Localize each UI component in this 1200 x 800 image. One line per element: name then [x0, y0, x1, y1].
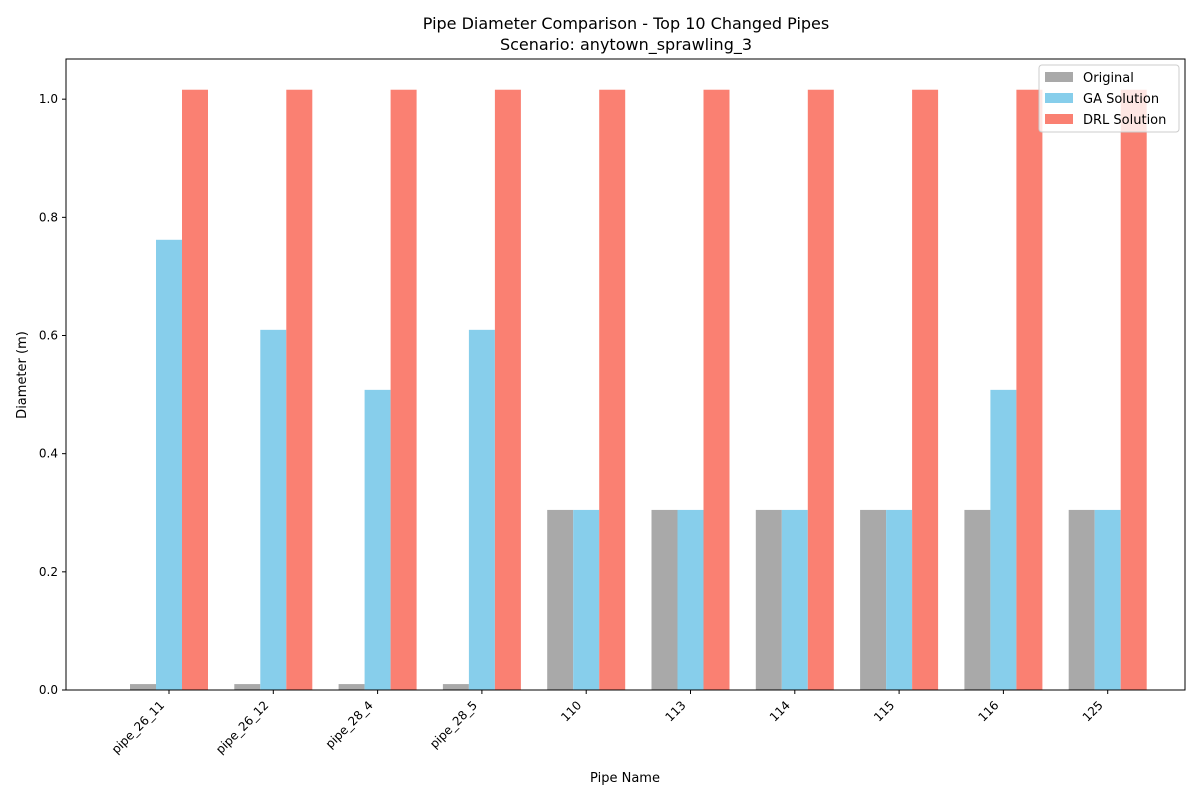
y-tick-label: 0.0 [39, 683, 58, 697]
legend-swatch [1045, 114, 1073, 124]
bar-drl-solution [286, 89, 313, 691]
x-tick-label: pipe_26_12 [213, 698, 271, 756]
y-tick-label: 0.2 [39, 565, 58, 579]
legend-label: Original [1083, 71, 1134, 86]
bar-original [860, 509, 887, 690]
bar-ga-solution [260, 329, 287, 690]
x-tick-label: 115 [871, 698, 897, 724]
bar-original [547, 509, 574, 690]
x-tick-label: 116 [975, 698, 1001, 724]
bar-ga-solution [781, 509, 808, 690]
x-tick-label: 125 [1080, 698, 1106, 724]
legend-label: DRL Solution [1083, 113, 1166, 128]
bar-original [1068, 509, 1095, 690]
x-tick-label: pipe_28_5 [427, 698, 480, 751]
legend-swatch [1045, 72, 1073, 82]
bar-original [651, 509, 678, 690]
chart-subtitle: Scenario: anytown_sprawling_3 [500, 35, 752, 55]
bar-original [130, 684, 156, 690]
legend-box [1038, 64, 1180, 133]
bar-drl-solution [182, 89, 208, 691]
bar-original [442, 684, 469, 690]
bar-drl-solution [703, 89, 730, 691]
x-axis-label: Pipe Name [590, 771, 660, 786]
x-tick-label: pipe_26_11 [109, 698, 167, 756]
plot-frame [65, 58, 1186, 691]
legend-label: GA Solution [1083, 92, 1159, 107]
bar-drl-solution [599, 89, 626, 691]
y-axis-label: Diameter (m) [15, 331, 30, 419]
bar-drl-solution [390, 89, 417, 691]
bar-drl-solution [1120, 89, 1147, 691]
y-tick-label: 0.8 [39, 210, 58, 224]
bar-original [234, 684, 261, 690]
y-tick-label: 1.0 [39, 92, 58, 106]
bar-ga-solution [156, 239, 182, 691]
bar-ga-solution [886, 509, 913, 690]
y-tick-label: 0.4 [39, 447, 58, 461]
bar-ga-solution [468, 329, 495, 690]
bar-ga-solution [990, 389, 1017, 690]
bar-ga-solution [1094, 509, 1121, 690]
bar-drl-solution [807, 89, 834, 691]
legend-swatch [1045, 93, 1073, 103]
bar-ga-solution [364, 389, 391, 690]
bar-ga-solution [677, 509, 704, 690]
bar-drl-solution [912, 89, 939, 691]
bar-drl-solution [494, 89, 521, 691]
y-tick-label: 0.6 [39, 329, 58, 343]
bar-ga-solution [573, 509, 600, 690]
legend: Original GA Solution DRL Solution [1038, 64, 1180, 133]
bar-drl-solution [1016, 89, 1043, 691]
chart-title: Pipe Diameter Comparison - Top 10 Change… [423, 14, 829, 33]
x-tick-label: 113 [663, 698, 689, 724]
x-tick-label: 114 [767, 698, 793, 724]
x-tick-label: pipe_28_4 [323, 698, 376, 751]
bar-original [338, 684, 365, 690]
bar-original [964, 509, 991, 690]
plot-area: 0.0 0.2 0.4 0.6 0.8 1.0 pipe_26_11 pipe_26_12 pi… [39, 89, 1147, 757]
bar-original [755, 509, 782, 690]
x-tick-label: 110 [558, 698, 584, 724]
